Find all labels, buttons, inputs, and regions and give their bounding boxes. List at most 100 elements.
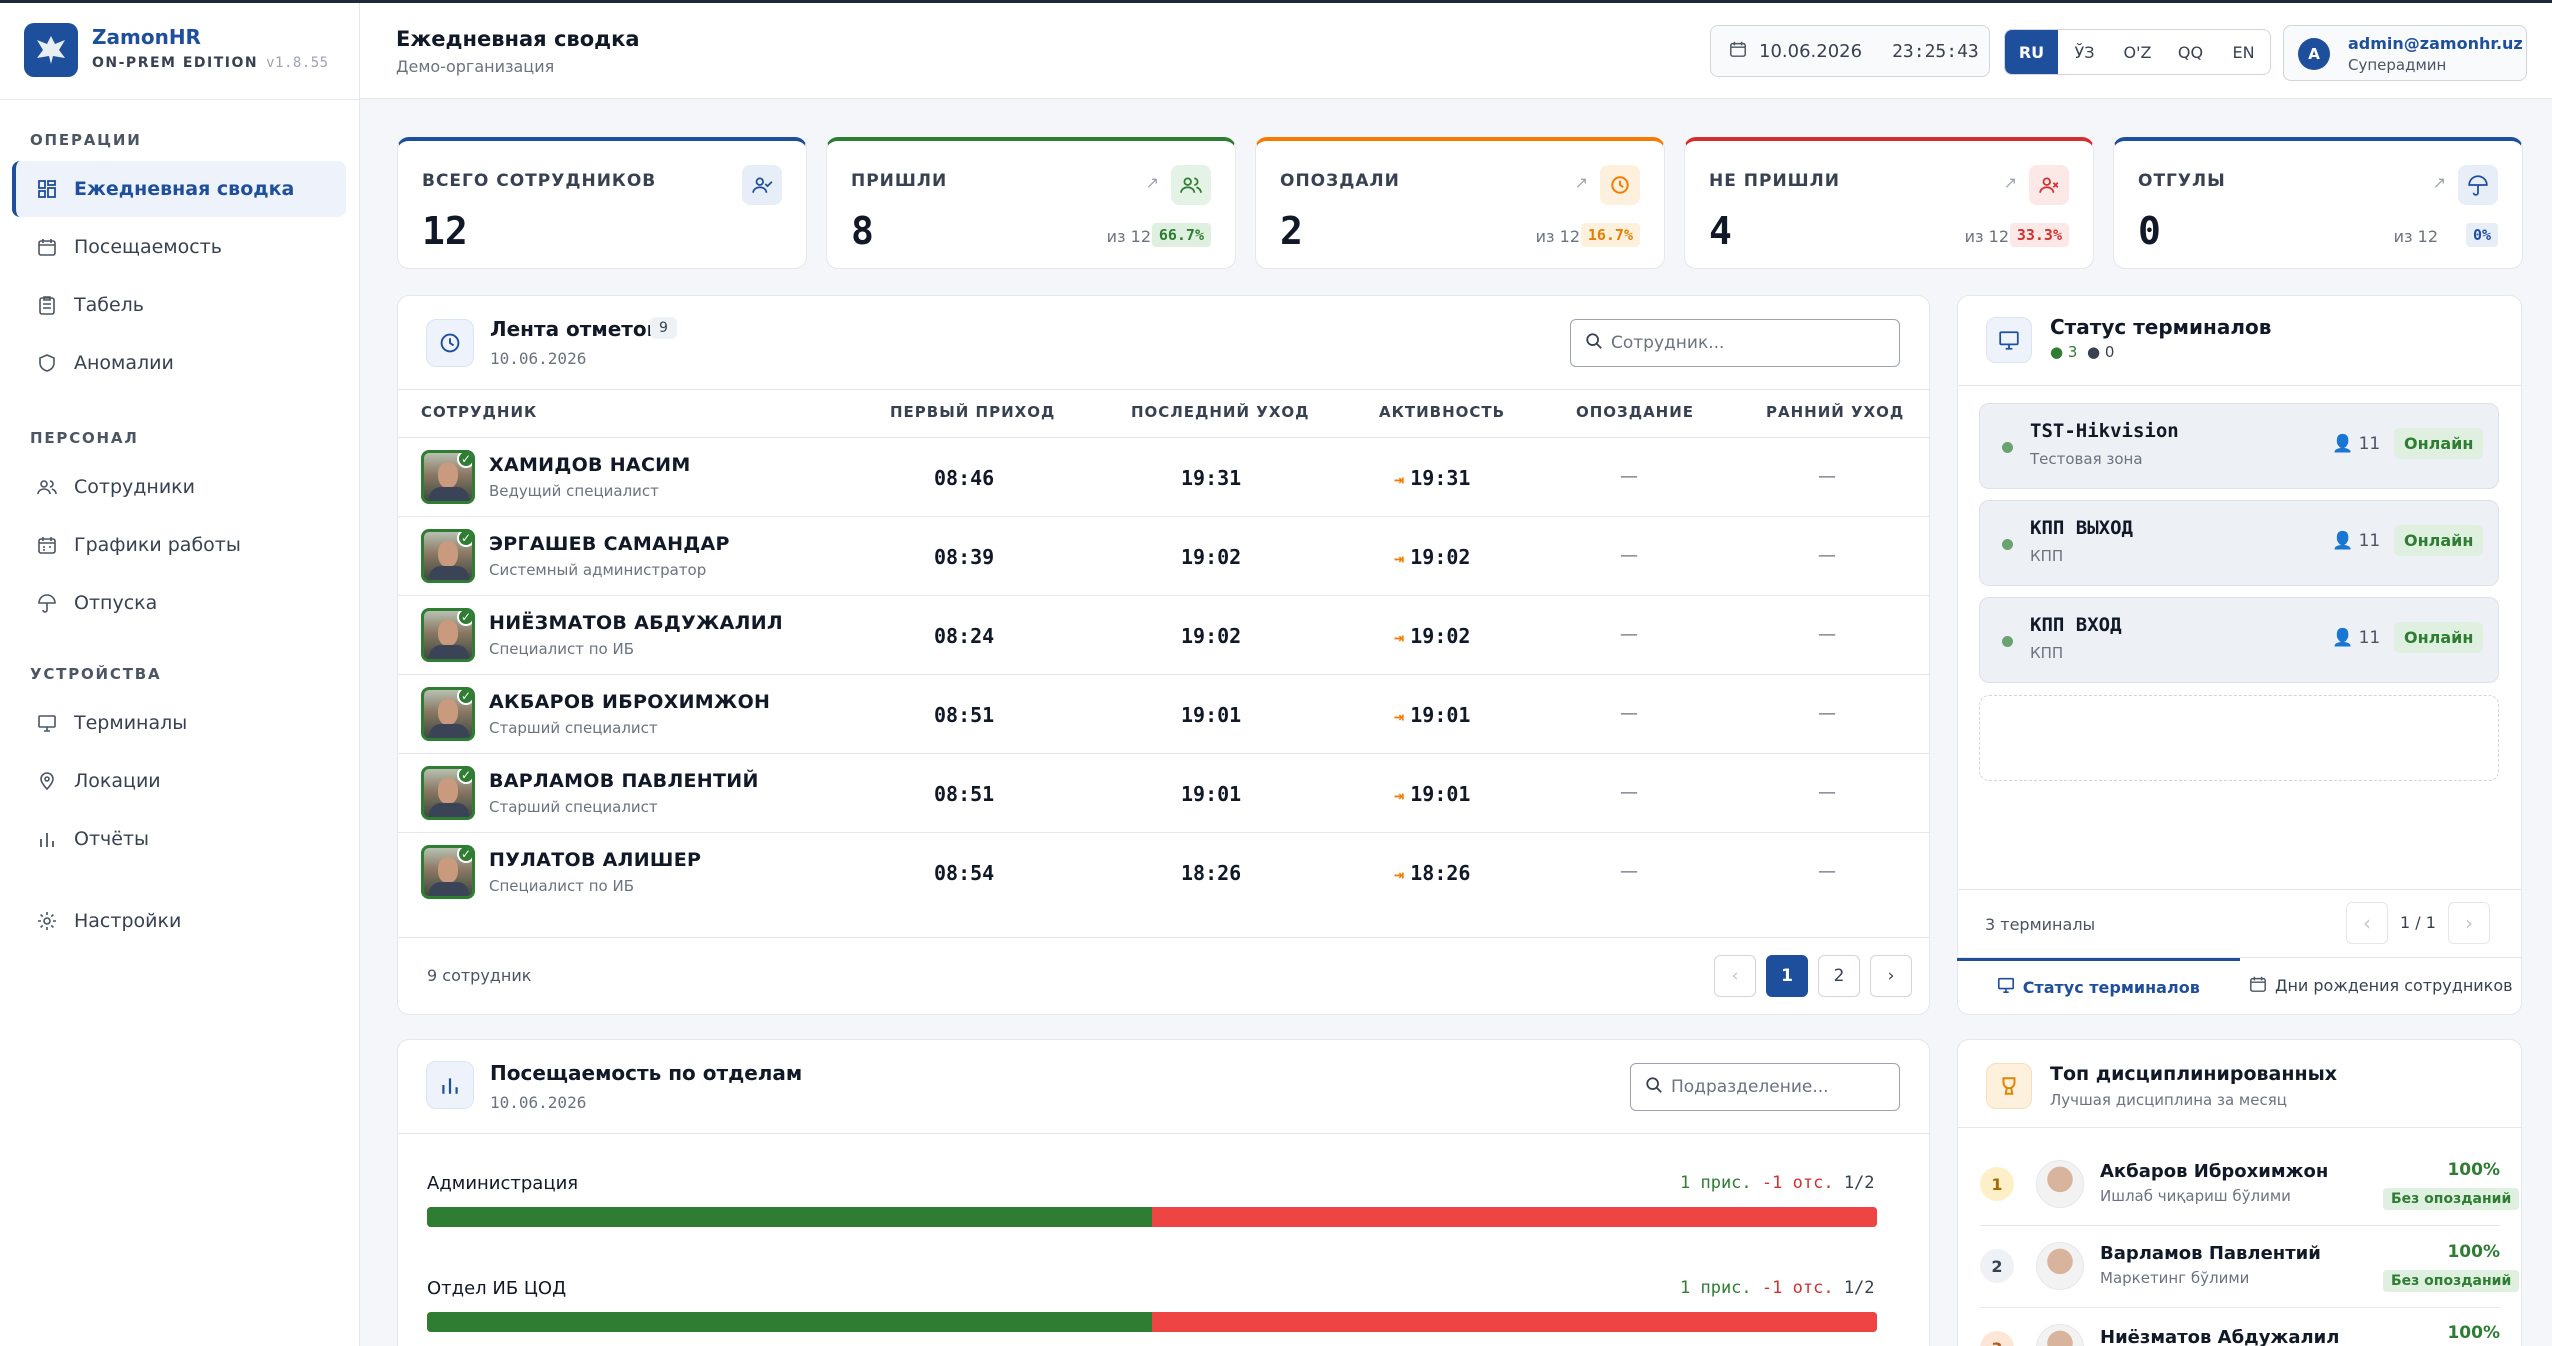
clock-icon: [1600, 165, 1640, 205]
stat-label: ОТГУЛЫ: [2138, 171, 2226, 191]
lang-uz-latin[interactable]: O'Z: [2123, 42, 2152, 62]
current-time: 23:25:43: [1892, 40, 1979, 62]
search-icon: [1585, 332, 1603, 355]
sidebar-item-attendance[interactable]: Посещаемость: [12, 219, 346, 275]
stat-percent-badge: 33.3%: [2009, 223, 2069, 247]
page-2-button[interactable]: 2: [1818, 955, 1860, 997]
terminal-card[interactable]: TST-Hikvision Тестовая зона 👤 11 Онлайн: [1979, 403, 2499, 489]
terminal-zone: КПП: [2030, 644, 2064, 662]
employee-position: Специалист по ИБ: [489, 640, 635, 658]
pin-icon: [36, 770, 58, 792]
sidebar-item-reports[interactable]: Отчёты: [12, 811, 346, 867]
user-menu[interactable]: A admin@zamonhr.uz Суперадмин: [2283, 25, 2527, 81]
shield-icon: [36, 352, 58, 374]
tab-terminal-status[interactable]: Статус терминалов: [1957, 958, 2240, 1013]
exit-icon: ⇥: [1394, 549, 1405, 569]
sidebar-item-timesheet[interactable]: Табель: [12, 277, 346, 333]
lang-uz-cyrillic[interactable]: ЎЗ: [2074, 42, 2095, 62]
calendar-icon: [36, 236, 58, 258]
sidebar-item-settings[interactable]: Настройки: [12, 893, 346, 949]
first-in-time: 08:51: [934, 782, 995, 806]
top-header: Ежедневная сводка Демо-организация 10.06…: [360, 3, 2552, 99]
current-date: 10.06.2026: [1759, 40, 1863, 62]
search-placeholder: Сотрудник...: [1611, 333, 1725, 353]
col-last-out[interactable]: ПОСЛЕДНИЙ УХОД: [1131, 403, 1310, 421]
sidebar-item-label: Табель: [74, 294, 144, 316]
terminal-card[interactable]: КПП ВХОД КПП 👤 11 Онлайн: [1979, 597, 2499, 683]
logo: [24, 23, 78, 77]
stat-card-time-off[interactable]: ОТГУЛЫ 0 ↗ из 12 0%: [2113, 137, 2523, 269]
sidebar-item-anomalies[interactable]: Аномалии: [12, 335, 346, 391]
employee-photo: ✓: [421, 687, 475, 741]
stat-card-absent[interactable]: НЕ ПРИШЛИ 4 ↗ из 12 33.3%: [1684, 137, 2094, 269]
user-x-icon: [2029, 165, 2069, 205]
sidebar-item-schedules[interactable]: Графики работы: [12, 517, 346, 573]
stat-label: НЕ ПРИШЛИ: [1709, 171, 1841, 191]
terminal-card[interactable]: КПП ВЫХОД КПП 👤 11 Онлайн: [1979, 500, 2499, 586]
present-segment: [427, 1312, 1152, 1332]
clipboard-icon: [36, 294, 58, 316]
status-badge: Онлайн: [2394, 622, 2484, 653]
department-search-input[interactable]: Подразделение...: [1630, 1063, 1900, 1111]
tab-birthdays[interactable]: Дни рождения сотрудников: [2240, 958, 2523, 1013]
discipline-percent: 100%: [2447, 1242, 2500, 1262]
late-value: —: [1620, 703, 1638, 724]
discipline-percent: 100%: [2447, 1323, 2500, 1343]
stat-card-arrived[interactable]: ПРИШЛИ 8 ↗ из 12 66.7%: [826, 137, 1236, 269]
col-early-leave[interactable]: РАННИЙ УХОД: [1766, 403, 1905, 421]
prev-page-button[interactable]: ‹: [2346, 902, 2388, 944]
sidebar-item-daily-summary[interactable]: Ежедневная сводка: [12, 161, 346, 217]
stat-card-total[interactable]: ВСЕГО СОТРУДНИКОВ 12: [397, 137, 807, 269]
late-value: —: [1620, 624, 1638, 645]
sidebar-item-locations[interactable]: Локации: [12, 753, 346, 809]
status-badge: Без опозданий: [2383, 1270, 2520, 1292]
col-activity[interactable]: АКТИВНОСТЬ: [1379, 403, 1506, 421]
user-email: admin@zamonhr.uz: [2348, 34, 2523, 53]
table-row[interactable]: ✓ НИЁЗМАТОВ АБДУЖАЛИЛ Специалист по ИБ 0…: [397, 595, 1930, 674]
stat-of-total: из 12: [1535, 227, 1580, 246]
table-row[interactable]: ✓ ВАРЛАМОВ ПАВЛЕНТИЙ Старший специалист …: [397, 753, 1930, 832]
col-late[interactable]: ОПОЗДАНИЕ: [1576, 403, 1695, 421]
last-out-time: 19:01: [1181, 703, 1242, 727]
table-row[interactable]: ✓ ХАМИДОВ НАСИМ Ведущий специалист 08:46…: [397, 437, 1930, 516]
table-row[interactable]: ✓ АКБАРОВ ИБРОХИМЖОН Старший специалист …: [397, 674, 1930, 753]
table-row[interactable]: ✓ ПУЛАТОВ АЛИШЕР Специалист по ИБ 08:54 …: [397, 832, 1930, 911]
activity: ⇥ 19:31: [1394, 466, 1471, 490]
col-first-in[interactable]: ПЕРВЫЙ ПРИХОД: [890, 403, 1056, 421]
check-icon: ✓: [457, 848, 472, 863]
employee-search-input[interactable]: Сотрудник...: [1570, 319, 1900, 367]
rank-badge: 1: [1980, 1167, 2014, 1201]
next-page-button[interactable]: ›: [2448, 902, 2490, 944]
lang-qq[interactable]: QQ: [2177, 42, 2204, 62]
lang-ru[interactable]: RU: [2005, 30, 2058, 74]
next-page-button[interactable]: ›: [1870, 955, 1912, 997]
col-employee[interactable]: СОТРУДНИК: [421, 403, 538, 421]
stat-label: ПРИШЛИ: [851, 171, 948, 191]
terminal-users: 👤 11: [2332, 628, 2381, 648]
employee-name: ВАРЛАМОВ ПАВЛЕНТИЙ: [489, 770, 759, 792]
late-value: —: [1620, 782, 1638, 803]
prev-page-button[interactable]: ‹: [1714, 955, 1756, 997]
exit-icon: ⇥: [1394, 865, 1405, 885]
table-row[interactable]: ✓ ЭРГАШЕВ САМАНДАР Системный администрат…: [397, 516, 1930, 595]
sidebar-item-employees[interactable]: Сотрудники: [12, 459, 346, 515]
brand-edition: ON-PREM EDITION v1.8.55: [92, 55, 329, 71]
sidebar-item-label: Терминалы: [74, 712, 188, 734]
rank-badge: 3: [1980, 1331, 2014, 1346]
last-out-time: 19:02: [1181, 545, 1242, 569]
stat-value: 0: [2138, 209, 2161, 253]
lang-en[interactable]: EN: [2232, 42, 2255, 62]
stat-value: 2: [1280, 209, 1303, 253]
date-time-display[interactable]: 10.06.2026 23:25:43: [1710, 25, 1990, 77]
person-icon: 👤: [2332, 531, 2354, 551]
sidebar-item-label: Настройки: [74, 910, 182, 932]
sidebar-item-vacations[interactable]: Отпуска: [12, 575, 346, 631]
page-1-button[interactable]: 1: [1766, 955, 1808, 997]
umbrella-icon: [36, 592, 58, 614]
employee-position: Старший специалист: [489, 798, 658, 816]
employee-position: Ведущий специалист: [489, 482, 659, 500]
stat-card-late[interactable]: ОПОЗДАЛИ 2 ↗ из 12 16.7%: [1255, 137, 1665, 269]
top-subtitle: Лучшая дисциплина за месяц: [2050, 1091, 2287, 1109]
sidebar-item-terminals[interactable]: Терминалы: [12, 695, 346, 751]
feed-title: Лента отметок: [490, 317, 661, 341]
